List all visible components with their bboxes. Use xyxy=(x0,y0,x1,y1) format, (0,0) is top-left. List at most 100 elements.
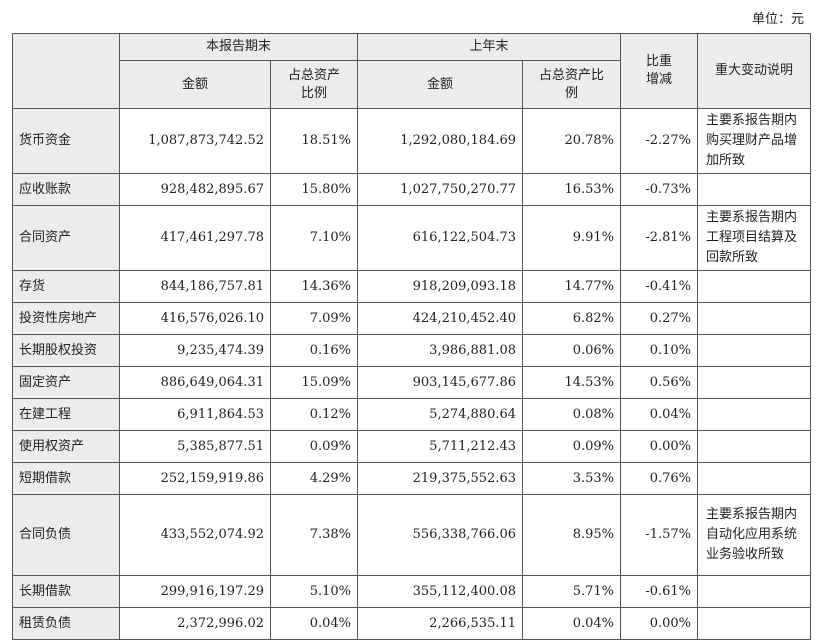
value-cell: 9,235,474.39 xyxy=(119,334,271,367)
table-row: 短期借款 252,159,919.86 4.29% 219,375,552.63 3.5… xyxy=(12,462,812,495)
value-cell: 0.04% xyxy=(522,607,622,640)
value-cell: -1.57% xyxy=(620,494,699,576)
value-cell: 7.10% xyxy=(269,205,359,271)
header-cell: 比重增减 xyxy=(620,33,699,109)
item-cell: 应收账款 xyxy=(12,173,120,206)
table-row: 投资性房地产 416,576,026.10 7.09% 424,210,452.40 6… xyxy=(12,302,812,335)
item-cell: 存货 xyxy=(12,270,120,303)
note-cell xyxy=(697,366,812,399)
value-cell: 20.78% xyxy=(522,108,622,174)
value-cell: 928,482,895.67 xyxy=(119,173,271,206)
value-cell: 0.56% xyxy=(620,366,699,399)
value-cell: 14.77% xyxy=(522,270,622,303)
value-cell: 14.53% xyxy=(522,366,622,399)
table-row: 应收账款 928,482,895.67 15.80% 1,027,750,270.77… xyxy=(12,173,812,206)
table-row: 合同资产 417,461,297.78 7.10% 616,122,504.73 9.9… xyxy=(12,205,812,271)
value-cell: 3,986,881.08 xyxy=(357,334,524,367)
note-cell xyxy=(697,302,812,335)
value-cell: 0.08% xyxy=(522,398,622,431)
item-cell: 在建工程 xyxy=(12,398,120,431)
value-cell: 6,911,864.53 xyxy=(119,398,271,431)
subheader-cell: 占总资产比例 xyxy=(522,60,622,109)
note-cell: 主要系报告期内购买理财产品增加所致 xyxy=(697,108,812,174)
table-row: 合同负债 433,552,074.92 7.38% 556,338,766.06 8.9… xyxy=(12,494,812,576)
value-cell: 5.71% xyxy=(522,575,622,608)
value-cell: 4.29% xyxy=(269,462,359,495)
table-row: 货币资金 1,087,873,742.52 18.51% 1,292,080,184.… xyxy=(12,108,812,174)
table-body: 货币资金 1,087,873,742.52 18.51% 1,292,080,184.… xyxy=(12,108,812,640)
balance-table: 本报告期末 上年末 比重增减 重大变动说明 金额 占总资产比例 金额 占总资产比… xyxy=(12,33,812,640)
subheader-cell: 金额 xyxy=(119,60,271,109)
value-cell: 903,145,677.86 xyxy=(357,366,524,399)
header-cell: 重大变动说明 xyxy=(697,33,812,109)
value-cell: 8.95% xyxy=(522,494,622,576)
value-cell: -0.41% xyxy=(620,270,699,303)
item-cell: 合同负债 xyxy=(12,494,120,576)
value-cell: 0.00% xyxy=(620,607,699,640)
note-cell: 主要系报告期内自动化应用系统业务验收所致 xyxy=(697,494,812,576)
page: 单位：元 本报告期末 上年末 比重增减 重大变动说明 金额 占总资产比例 金额 … xyxy=(12,12,812,640)
value-cell: 556,338,766.06 xyxy=(357,494,524,576)
value-cell: 0.09% xyxy=(269,430,359,463)
note-cell xyxy=(697,462,812,495)
value-cell: 1,087,873,742.52 xyxy=(119,108,271,174)
value-cell: 416,576,026.10 xyxy=(119,302,271,335)
value-cell: 616,122,504.73 xyxy=(357,205,524,271)
value-cell: 0.00% xyxy=(620,430,699,463)
item-cell: 短期借款 xyxy=(12,462,120,495)
table-row: 长期借款 299,916,197.29 5.10% 355,112,400.08 5.7… xyxy=(12,575,812,608)
item-cell: 固定资产 xyxy=(12,366,120,399)
item-cell: 合同资产 xyxy=(12,205,120,271)
value-cell: 355,112,400.08 xyxy=(357,575,524,608)
subheader-cell: 金额 xyxy=(357,60,524,109)
value-cell: 14.36% xyxy=(269,270,359,303)
value-cell: 15.09% xyxy=(269,366,359,399)
value-cell: 0.12% xyxy=(269,398,359,431)
value-cell: 0.76% xyxy=(620,462,699,495)
value-cell: 5,711,212.43 xyxy=(357,430,524,463)
item-cell: 使用权资产 xyxy=(12,430,120,463)
table-row: 租赁负债 2,372,996.02 0.04% 2,266,535.11 0.04% 0.… xyxy=(12,607,812,640)
value-cell: 918,209,093.18 xyxy=(357,270,524,303)
table-row: 固定资产 886,649,064.31 15.09% 903,145,677.86 14… xyxy=(12,366,812,399)
value-cell: 252,159,919.86 xyxy=(119,462,271,495)
note-cell xyxy=(697,334,812,367)
value-cell: 219,375,552.63 xyxy=(357,462,524,495)
value-cell: -0.61% xyxy=(620,575,699,608)
value-cell: 7.09% xyxy=(269,302,359,335)
note-cell xyxy=(697,173,812,206)
item-cell: 长期股权投资 xyxy=(12,334,120,367)
value-cell: 5,274,880.64 xyxy=(357,398,524,431)
value-cell: 417,461,297.78 xyxy=(119,205,271,271)
item-cell: 长期借款 xyxy=(12,575,120,608)
item-cell: 投资性房地产 xyxy=(12,302,120,335)
table-row: 在建工程 6,911,864.53 0.12% 5,274,880.64 0.08% 0.… xyxy=(12,398,812,431)
item-cell: 货币资金 xyxy=(12,108,120,174)
value-cell: -0.73% xyxy=(620,173,699,206)
value-cell: 299,916,197.29 xyxy=(119,575,271,608)
value-cell: 844,186,757.81 xyxy=(119,270,271,303)
note-cell xyxy=(697,430,812,463)
value-cell: 1,027,750,270.77 xyxy=(357,173,524,206)
note-cell xyxy=(697,575,812,608)
value-cell: 0.04% xyxy=(269,607,359,640)
unit-label: 单位：元 xyxy=(751,12,804,27)
value-cell: 5,385,877.51 xyxy=(119,430,271,463)
table-row: 长期股权投资 9,235,474.39 0.16% 3,986,881.08 0.06%… xyxy=(12,334,812,367)
value-cell: 1,292,080,184.69 xyxy=(357,108,524,174)
value-cell: 0.16% xyxy=(269,334,359,367)
value-cell: 15.80% xyxy=(269,173,359,206)
note-cell xyxy=(697,270,812,303)
value-cell: 16.53% xyxy=(522,173,622,206)
value-cell: 6.82% xyxy=(522,302,622,335)
value-cell: 0.09% xyxy=(522,430,622,463)
value-cell: 7.38% xyxy=(269,494,359,576)
value-cell: -2.27% xyxy=(620,108,699,174)
table-row: 使用权资产 5,385,877.51 0.09% 5,711,212.43 0.09% 0… xyxy=(12,430,812,463)
table-row: 存货 844,186,757.81 14.36% 918,209,093.18 14.7… xyxy=(12,270,812,303)
value-cell: 2,372,996.02 xyxy=(119,607,271,640)
value-cell: -2.81% xyxy=(620,205,699,271)
value-cell: 424,210,452.40 xyxy=(357,302,524,335)
value-cell: 9.91% xyxy=(522,205,622,271)
note-cell xyxy=(697,607,812,640)
